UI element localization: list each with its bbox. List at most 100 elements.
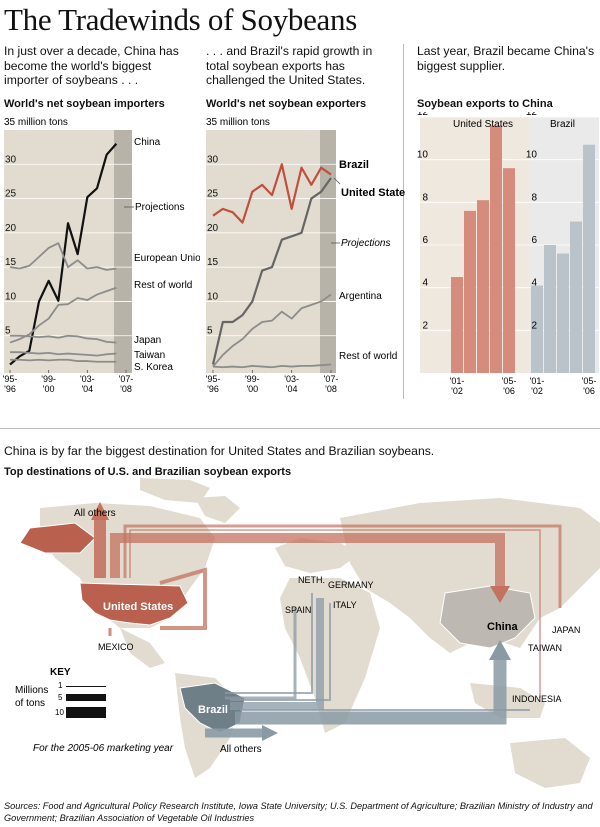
exporters-plot-area (206, 130, 336, 373)
bar-y-tick-label-2: 2 (422, 320, 428, 331)
bar-x-label-brazil-05-06-b: '06 (583, 386, 595, 396)
bar-x-label-brazil-05-06-a: '05- (582, 376, 597, 386)
importers-projection-band (114, 130, 132, 373)
intro-china-supplier: Last year, Brazil became China's biggest… (417, 44, 595, 73)
bar-x-label-brazil-01-02-b: '02 (531, 386, 543, 396)
map-note: For the 2005-06 marketing year (33, 743, 174, 754)
label-japan: JAPAN (552, 625, 580, 635)
map-note-text: For the 2005-06 marketing year (33, 743, 174, 754)
label-all-others-us: All others (74, 508, 116, 519)
bar-y-tick-label-brazil-2: 2 (531, 320, 537, 331)
bar-brazil-02-03 (544, 245, 556, 373)
column-divider (403, 44, 404, 399)
series-label-s-korea: S. Korea (134, 362, 173, 373)
page-title: The Tradewinds of Soybeans (4, 2, 357, 37)
bar-x-label-united-states-05-06-b: '06 (503, 386, 515, 396)
x-tick-label-03-04-b: '04 (286, 384, 298, 394)
y-tick-label-25: 25 (5, 189, 17, 200)
importers-unit-label: 35 million tons (4, 117, 68, 128)
key-bar-1 (66, 686, 106, 687)
importers-projections-label: Projections (135, 202, 184, 213)
exporters-projections-label: Projections (341, 238, 390, 249)
map-key: KEY Millions of tons 1 5 10 (15, 667, 106, 718)
label-spain: SPAIN (285, 605, 311, 615)
bar-y-tick-label-6: 6 (422, 235, 428, 246)
bar-y-tick-label-brazil-6: 6 (531, 235, 537, 246)
series-label-china: China (134, 137, 161, 148)
bar-x-label-brazil-01-02-a: '01- (530, 376, 545, 386)
label-germany: GERMANY (328, 580, 374, 590)
intro-importers: In just over a decade, China has become … (4, 44, 179, 87)
x-tick-label-03-04-b: '04 (81, 384, 93, 394)
key-bar-10 (66, 707, 106, 718)
bar-y-tick-label-brazil-8: 8 (531, 192, 537, 203)
x-tick-label-95-96-b: '96 (4, 384, 16, 394)
x-tick-label-07-08-a: '07- (119, 374, 134, 384)
bar-group-label-us: United States (453, 119, 513, 130)
series-line-rest-of-world (9, 286, 117, 344)
label-taiwan: TAIWAN (528, 643, 562, 653)
y-tick-label-10: 10 (207, 291, 219, 302)
key-value-1: 1 (58, 681, 63, 690)
label-all-others-brazil: All others (220, 744, 262, 755)
bar-united-states-03-04 (477, 200, 489, 373)
label-china: China (487, 621, 518, 633)
bar-y-tick-label-10: 10 (417, 150, 429, 161)
brazil-export-flows (205, 593, 530, 741)
label-indonesia: INDONESIA (512, 694, 562, 704)
bar-y-tick-label-brazil-4: 4 (531, 278, 537, 289)
importers-chart-title: World's net soybean importers (4, 98, 165, 110)
label-mexico: MEXICO (98, 642, 134, 652)
bar-brazil-01-02 (531, 285, 543, 373)
series-line-united-states (211, 177, 332, 365)
series-line-japan (10, 334, 117, 344)
bar-brazil-05-06 (583, 144, 595, 373)
sources-note: Sources: Food and Agricultural Policy Re… (4, 801, 593, 823)
y-tick-label-20: 20 (5, 223, 17, 234)
section-divider (0, 428, 600, 429)
label-neth: NETH. (298, 575, 325, 585)
bar-y-tick-label-brazil-10: 10 (526, 150, 538, 161)
y-tick-label-10: 10 (5, 291, 17, 302)
bar-y-tick-label-12: 12 (417, 112, 429, 118)
label-italy: ITALY (333, 600, 357, 610)
china-exports-chart-title: Soybean exports to China (417, 98, 553, 110)
bar-x-label-united-states-01-02-b: '02 (451, 386, 463, 396)
series-label-brazil: Brazil (339, 159, 369, 171)
x-tick-label-99-00-a: '99- (41, 374, 56, 384)
series-label-japan: Japan (134, 335, 161, 346)
x-tick-label-99-00-b: '00 (43, 384, 55, 394)
y-tick-label-15: 15 (5, 257, 17, 268)
series-label-argentina: Argentina (339, 291, 382, 302)
x-tick-label-99-00-b: '00 (246, 384, 258, 394)
series-label-united-states: United States (341, 187, 405, 199)
key-bar-5 (66, 694, 106, 701)
y-tick-label-20: 20 (207, 223, 219, 234)
label-united-states: United States (103, 601, 173, 613)
united-states-region (79, 582, 189, 626)
series-label-european-union: European Union (134, 253, 200, 264)
series-line-european-union (9, 242, 117, 271)
y-tick-label-25: 25 (207, 189, 219, 200)
label-united-states-line: United States (103, 601, 173, 613)
series-line-china (9, 142, 118, 366)
bar-brazil-04-05 (570, 221, 582, 373)
x-tick-label-03-04-a: '03- (284, 374, 299, 384)
x-tick-label-95-96-b: '96 (207, 384, 219, 394)
bar-x-label-united-states-01-02-a: '01- (450, 376, 465, 386)
y-tick-label-30: 30 (5, 154, 17, 165)
bar-x-label-united-states-05-06-a: '05- (502, 376, 517, 386)
x-tick-label-07-08-a: '07- (324, 374, 339, 384)
exporters-projection-band (320, 130, 336, 373)
x-tick-label-99-00-a: '99- (245, 374, 260, 384)
y-tick-label-15: 15 (207, 257, 219, 268)
bar-y-tick-label-brazil-12: 12 (526, 112, 538, 118)
bar-united-states-04-05 (490, 125, 502, 374)
x-tick-label-07-08-b: '08 (120, 384, 132, 394)
y-tick-label-5: 5 (5, 326, 11, 337)
brazil-region (179, 682, 246, 734)
bar-brazil-03-04 (557, 253, 569, 373)
us-export-flows (91, 502, 562, 698)
